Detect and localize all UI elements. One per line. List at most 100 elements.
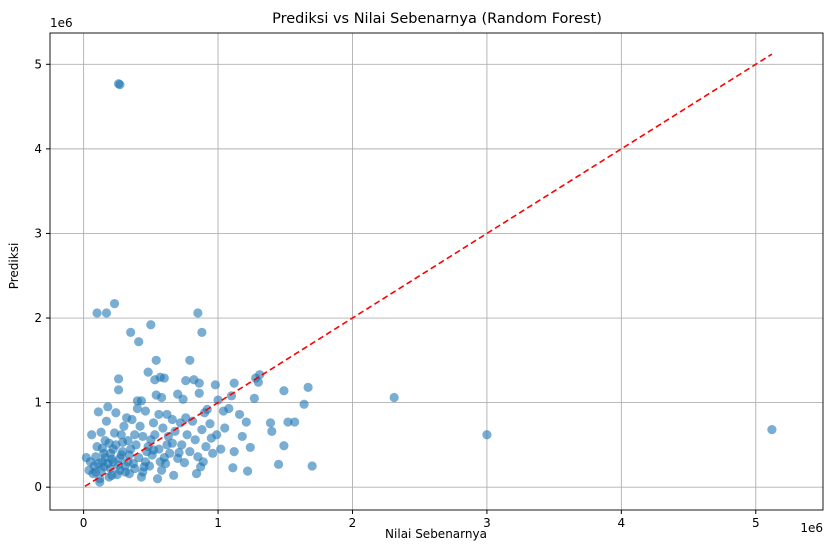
data-point — [179, 458, 190, 468]
x-offset-label: 1e6 — [800, 521, 823, 535]
y-offset-label: 1e6 — [50, 16, 73, 30]
x-tick-label: 3 — [483, 516, 491, 530]
y-axis-label: Prediksi — [7, 243, 21, 290]
data-point — [111, 408, 121, 418]
data-point — [144, 461, 155, 471]
data-point — [182, 430, 192, 440]
data-point — [194, 378, 204, 388]
data-point — [115, 465, 125, 475]
data-point — [173, 453, 183, 464]
data-point — [135, 421, 145, 431]
data-point — [212, 430, 222, 440]
plot-frame — [49, 32, 824, 511]
y-tick-label: 0 — [34, 480, 42, 494]
data-point — [767, 425, 777, 435]
data-point — [138, 431, 148, 442]
data-point — [163, 431, 173, 442]
data-point — [218, 406, 229, 416]
data-point — [134, 337, 144, 347]
data-point — [193, 452, 203, 462]
data-point — [162, 440, 172, 450]
data-point — [148, 418, 159, 428]
data-point — [87, 430, 97, 440]
data-point — [307, 461, 317, 471]
data-point — [241, 417, 251, 427]
data-point — [229, 447, 239, 457]
data-point — [136, 396, 147, 406]
data-point — [243, 466, 253, 476]
chart-title: Prediksi vs Nilai Sebenarnya (Random For… — [272, 11, 602, 27]
x-tick-label: 5 — [752, 516, 760, 530]
data-point — [155, 457, 165, 467]
grid — [50, 33, 823, 510]
data-point — [96, 427, 106, 437]
data-point — [132, 403, 142, 414]
data-point — [181, 376, 191, 386]
x-tick-label: 4 — [618, 516, 626, 530]
data-point — [105, 448, 116, 458]
y-tick-label: 1 — [34, 396, 42, 410]
data-point — [197, 425, 207, 435]
data-point — [303, 382, 313, 392]
y-tick-label: 4 — [34, 142, 42, 156]
data-point — [216, 444, 226, 454]
data-point — [178, 394, 188, 404]
data-point — [197, 327, 207, 337]
data-point — [165, 448, 175, 458]
data-point — [159, 373, 169, 383]
data-point — [279, 441, 289, 451]
data-point — [290, 417, 300, 427]
data-point — [152, 474, 163, 484]
data-point — [97, 443, 108, 453]
data-point — [123, 436, 133, 446]
data-point — [92, 308, 102, 318]
data-point — [151, 355, 161, 365]
data-point — [175, 418, 186, 428]
data-point — [205, 419, 215, 429]
data-point — [126, 327, 136, 337]
data-point — [122, 413, 132, 423]
data-point — [156, 392, 167, 403]
data-point — [267, 426, 277, 436]
data-point — [101, 308, 112, 318]
data-point — [130, 430, 140, 440]
data-point — [93, 407, 103, 417]
data-point — [279, 386, 289, 396]
data-point — [146, 320, 156, 330]
data-point — [229, 378, 239, 388]
data-point — [95, 477, 105, 487]
data-point — [158, 423, 168, 433]
data-point — [131, 440, 141, 450]
data-point — [389, 392, 399, 403]
data-point — [185, 447, 195, 457]
data-point — [273, 459, 284, 469]
data-point — [177, 440, 187, 450]
y-tick-label: 5 — [34, 57, 42, 71]
data-point — [201, 441, 211, 452]
data-point — [130, 463, 140, 474]
data-point — [91, 467, 101, 477]
data-point — [191, 469, 202, 479]
data-point — [167, 414, 177, 425]
data-point — [104, 438, 114, 448]
data-point — [482, 430, 492, 440]
data-point — [113, 385, 124, 395]
data-point — [249, 393, 259, 403]
data-point — [134, 452, 144, 463]
data-point — [107, 470, 117, 480]
data-point — [299, 399, 309, 409]
data-point — [124, 450, 134, 460]
data-point — [109, 299, 120, 309]
data-point — [185, 355, 195, 365]
data-point — [116, 430, 126, 440]
ticks: 0 1 2 3 4 5 0 1 2 3 4 5 — [34, 57, 759, 530]
data-point — [194, 388, 204, 398]
data-point — [99, 462, 109, 472]
data-point — [119, 421, 129, 431]
data-point — [265, 418, 276, 428]
data-point — [150, 375, 160, 385]
data-point — [245, 442, 255, 453]
x-axis-label: Nilai Sebenarnya — [385, 527, 487, 541]
x-tick-label: 0 — [80, 516, 88, 530]
